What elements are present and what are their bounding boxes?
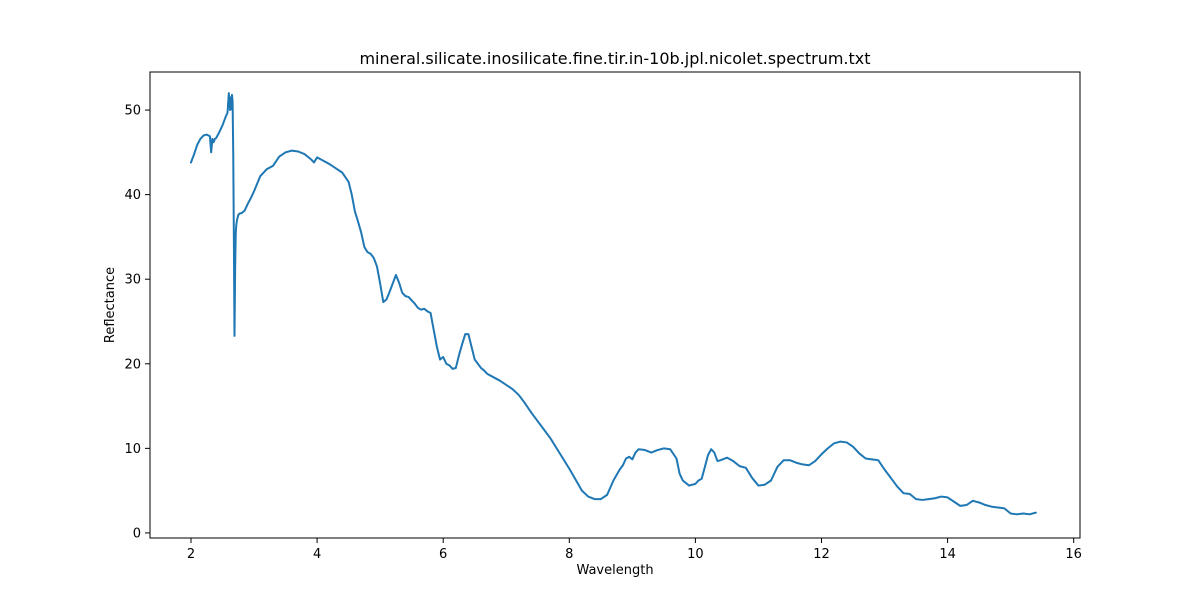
- y-tick-label: 30: [124, 273, 141, 288]
- x-tick-label: 16: [1065, 547, 1082, 562]
- x-axis-ticks: 2 4 6 8 10 12 14 16: [187, 538, 1082, 562]
- y-tick-label: 10: [124, 442, 141, 457]
- plot-area: [189, 92, 1037, 516]
- y-tick-label: 50: [124, 104, 141, 119]
- x-tick-label: 6: [439, 547, 447, 562]
- x-tick-label: 14: [939, 547, 956, 562]
- y-axis-label: Reflectance: [103, 267, 118, 343]
- x-tick-label: 4: [313, 547, 321, 562]
- chart-title: mineral.silicate.inosilicate.fine.tir.in…: [359, 49, 870, 68]
- y-tick-label: 20: [124, 357, 141, 372]
- x-axis-label: Wavelength: [576, 563, 653, 578]
- axes-frame: [149, 71, 1081, 539]
- spectrum-series-line: [189, 92, 1037, 516]
- x-tick-label: 12: [813, 547, 830, 562]
- y-tick-label: 0: [133, 526, 141, 541]
- y-tick-label: 40: [124, 188, 141, 203]
- x-tick-label: 2: [187, 547, 195, 562]
- x-tick-label: 8: [565, 547, 573, 562]
- x-tick-label: 10: [687, 547, 704, 562]
- y-axis-ticks: 0 10 20 30 40 50: [124, 104, 150, 541]
